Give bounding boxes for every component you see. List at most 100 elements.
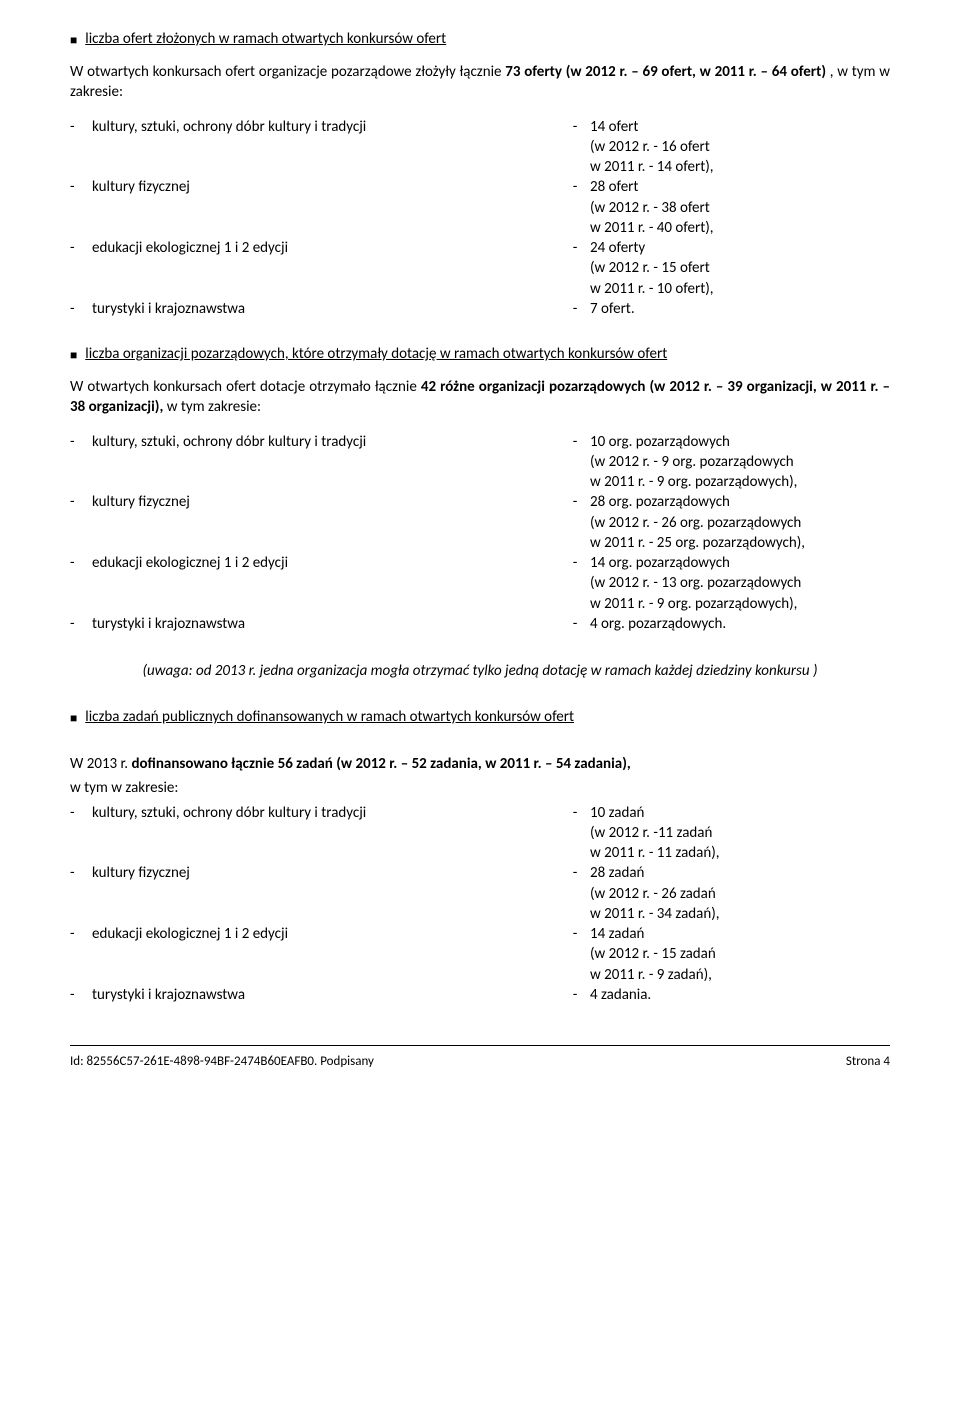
list-subline: w 2011 r. - 34 zadań),	[70, 904, 890, 924]
list-item: - kultury fizycznej - 28 ofert	[70, 177, 890, 197]
list-item: - kultury, sztuki, ochrony dóbr kultury …	[70, 803, 890, 823]
dash: -	[70, 924, 92, 944]
section3-intro: W 2013 r. dofinansowano łącznie 56 zadań…	[70, 754, 890, 774]
section2-list: - kultury, sztuki, ochrony dóbr kultury …	[70, 432, 890, 635]
list-subline: w 2011 r. - 10 ofert),	[70, 279, 890, 299]
item-sub1: (w 2012 r. - 9 org. pozarządowych	[590, 452, 890, 472]
list-item: - kultury fizycznej - 28 zadań	[70, 863, 890, 883]
item-sub2: w 2011 r. - 9 org. pozarządowych),	[590, 594, 890, 614]
item-label: kultury fizycznej	[92, 492, 560, 512]
footer-id: Id: 82556C57-261E-4898-94BF-2474B60EAFB0…	[70, 1054, 374, 1069]
dash: -	[70, 177, 92, 197]
section3-intro-bold: dofinansowano łącznie 56 zadań (w 2012 r…	[131, 755, 630, 773]
item-label: kultury, sztuki, ochrony dóbr kultury i …	[92, 117, 560, 137]
section3-intro-line2: w tym w zakresie:	[70, 778, 890, 798]
section2-intro-post: w tym zakresie:	[163, 398, 261, 416]
dash: -	[560, 238, 590, 258]
section1-list: - kultury, sztuki, ochrony dóbr kultury …	[70, 117, 890, 320]
bullet-icon: ■	[70, 711, 77, 726]
item-sub1: (w 2012 r. - 16 ofert	[590, 137, 890, 157]
section3-header: ■ liczba zadań publicznych dofinansowany…	[70, 708, 890, 726]
dash: -	[560, 924, 590, 944]
section1-header: ■ liczba ofert złożonych w ramach otwart…	[70, 30, 890, 48]
item-sub2: w 2011 r. - 25 org. pozarządowych),	[590, 533, 890, 553]
item-label: kultury, sztuki, ochrony dóbr kultury i …	[92, 432, 560, 452]
page-footer: Id: 82556C57-261E-4898-94BF-2474B60EAFB0…	[0, 1046, 960, 1085]
item-value: 10 org. pozarządowych	[590, 432, 890, 452]
item-label: turystyki i krajoznawstwa	[92, 299, 560, 319]
list-item: - kultury fizycznej - 28 org. pozarządow…	[70, 492, 890, 512]
list-item: - kultury, sztuki, ochrony dóbr kultury …	[70, 117, 890, 137]
list-subline: (w 2012 r. - 15 zadań	[70, 944, 890, 964]
list-subline: w 2011 r. - 14 ofert),	[70, 157, 890, 177]
bullet-icon: ■	[70, 33, 77, 48]
dash: -	[70, 238, 92, 258]
item-label: kultury fizycznej	[92, 863, 560, 883]
item-value: 28 zadań	[590, 863, 890, 883]
section2-intro-pre: W otwartych konkursach ofert dotacje otr…	[70, 378, 421, 396]
item-sub2: w 2011 r. - 9 zadań),	[590, 965, 890, 985]
list-subline: (w 2012 r. - 38 ofert	[70, 198, 890, 218]
item-value: 10 zadań	[590, 803, 890, 823]
item-label: turystyki i krajoznawstwa	[92, 985, 560, 1005]
item-sub1: (w 2012 r. -11 zadań	[590, 823, 890, 843]
item-value: 14 zadań	[590, 924, 890, 944]
section3-title: liczba zadań publicznych dofinansowanych…	[85, 708, 574, 726]
section2-intro: W otwartych konkursach ofert dotacje otr…	[70, 377, 890, 418]
bullet-icon: ■	[70, 348, 77, 363]
dash: -	[560, 432, 590, 452]
item-label: edukacji ekologicznej 1 i 2 edycji	[92, 924, 560, 944]
list-item: - turystyki i krajoznawstwa - 4 org. poz…	[70, 614, 890, 634]
item-label: kultury, sztuki, ochrony dóbr kultury i …	[92, 803, 560, 823]
document-page: ■ liczba ofert złożonych w ramach otwart…	[0, 0, 960, 1025]
section1-intro-bold: 73 oferty (w 2012 r. – 69 ofert, w 2011 …	[505, 63, 826, 81]
item-value: 24 oferty	[590, 238, 890, 258]
item-label: turystyki i krajoznawstwa	[92, 614, 560, 634]
item-sub1: (w 2012 r. - 13 org. pozarządowych	[590, 573, 890, 593]
item-label: edukacji ekologicznej 1 i 2 edycji	[92, 238, 560, 258]
item-sub1: (w 2012 r. - 26 org. pozarządowych	[590, 513, 890, 533]
dash: -	[70, 432, 92, 452]
dash: -	[70, 117, 92, 137]
list-subline: (w 2012 r. - 26 org. pozarządowych	[70, 513, 890, 533]
item-value: 14 org. pozarządowych	[590, 553, 890, 573]
list-subline: (w 2012 r. - 13 org. pozarządowych	[70, 573, 890, 593]
dash: -	[70, 299, 92, 319]
dash: -	[70, 614, 92, 634]
dash: -	[560, 614, 590, 634]
item-value: 7 ofert.	[590, 299, 890, 319]
section1-title: liczba ofert złożonych w ramach otwartyc…	[85, 30, 446, 48]
item-sub2: w 2011 r. - 40 ofert),	[590, 218, 890, 238]
item-value: 4 org. pozarządowych.	[590, 614, 890, 634]
item-sub1: (w 2012 r. - 15 ofert	[590, 258, 890, 278]
section3-list: - kultury, sztuki, ochrony dóbr kultury …	[70, 803, 890, 1006]
footer-page: Strona 4	[846, 1054, 890, 1069]
list-subline: (w 2012 r. - 16 ofert	[70, 137, 890, 157]
list-subline: w 2011 r. - 9 org. pozarządowych),	[70, 472, 890, 492]
dash: -	[560, 492, 590, 512]
item-value: 28 ofert	[590, 177, 890, 197]
dash: -	[560, 299, 590, 319]
list-subline: w 2011 r. - 25 org. pozarządowych),	[70, 533, 890, 553]
list-subline: w 2011 r. - 11 zadań),	[70, 843, 890, 863]
section2-header: ■ liczba organizacji pozarządowych, któr…	[70, 345, 890, 363]
list-subline: w 2011 r. - 9 zadań),	[70, 965, 890, 985]
dash: -	[70, 863, 92, 883]
dash: -	[560, 803, 590, 823]
item-sub1: (w 2012 r. - 26 zadań	[590, 884, 890, 904]
list-subline: (w 2012 r. - 9 org. pozarządowych	[70, 452, 890, 472]
list-subline: (w 2012 r. -11 zadań	[70, 823, 890, 843]
item-sub2: w 2011 r. - 10 ofert),	[590, 279, 890, 299]
list-subline: (w 2012 r. - 26 zadań	[70, 884, 890, 904]
dash: -	[560, 117, 590, 137]
dash: -	[560, 863, 590, 883]
item-sub2: w 2011 r. - 34 zadań),	[590, 904, 890, 924]
dash: -	[560, 553, 590, 573]
dash: -	[70, 553, 92, 573]
section1-intro: W otwartych konkursach ofert organizacje…	[70, 62, 890, 103]
section1-intro-pre: W otwartych konkursach ofert organizacje…	[70, 63, 505, 81]
section2-title: liczba organizacji pozarządowych, które …	[85, 345, 667, 363]
list-item: - kultury, sztuki, ochrony dóbr kultury …	[70, 432, 890, 452]
list-item: - turystyki i krajoznawstwa - 4 zadania.	[70, 985, 890, 1005]
item-sub2: w 2011 r. - 9 org. pozarządowych),	[590, 472, 890, 492]
